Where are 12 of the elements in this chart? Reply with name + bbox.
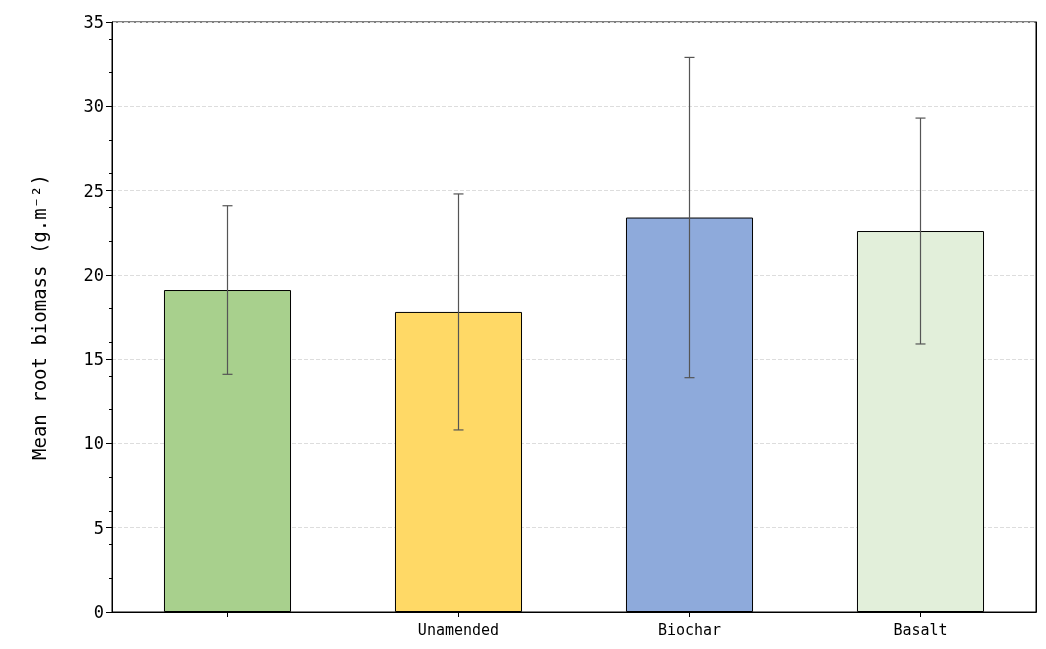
y-tick-label: 5 [93,517,104,538]
y-tick-label: 15 [83,349,104,370]
y-tick-label: 20 [83,264,104,285]
y-tick-label: 0 [93,602,104,622]
x-tick-label: Unamended [417,620,500,639]
y-tick-label: 10 [83,433,104,454]
x-tick-label: Biochar [657,620,722,639]
y-axis-title: Mean root biomass (g.m⁻²) [27,174,50,460]
y-tick-label: 30 [83,96,104,117]
x-tick-label: Basalt [893,620,948,639]
y-tick-label: 35 [83,12,104,32]
y-tick-label: 25 [83,180,104,201]
